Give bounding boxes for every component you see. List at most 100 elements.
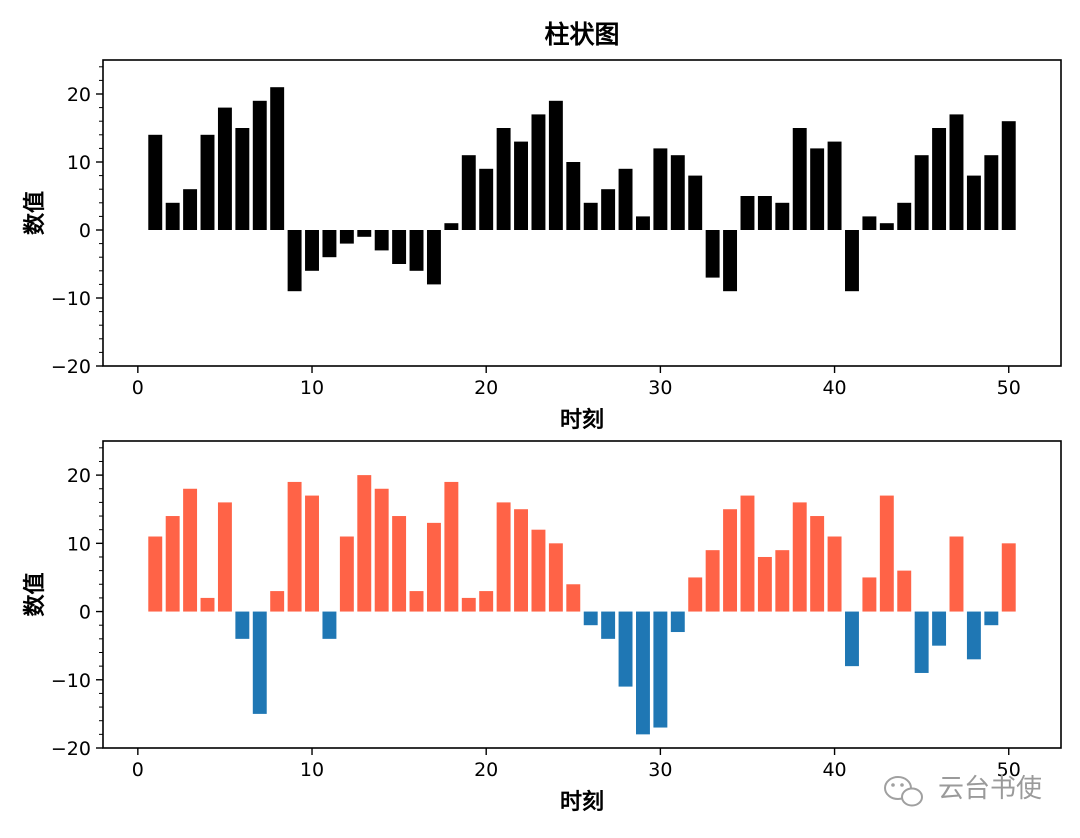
- bar: [270, 591, 285, 612]
- bar: [740, 495, 755, 612]
- bar: [392, 516, 407, 612]
- bar: [339, 230, 354, 244]
- bar: [932, 128, 947, 230]
- bar: [775, 202, 790, 230]
- bar: [148, 536, 163, 612]
- chart-panel-1: 柱状图 0 10 20 30 40 50 −20 −10 0 10 20 时刻 数值: [22, 20, 1062, 433]
- bar: [357, 230, 372, 237]
- wechat-icon-bubble-small: [901, 787, 923, 807]
- bar: [409, 230, 424, 271]
- watermark: 云台书使: [884, 774, 1042, 807]
- bar: [305, 495, 319, 612]
- bar: [305, 230, 319, 271]
- bar: [479, 591, 494, 612]
- x-tick-label: 10: [300, 377, 324, 399]
- x-tick-label: 40: [822, 759, 846, 781]
- bar: [618, 611, 633, 687]
- bar: [1001, 543, 1016, 612]
- y-tick-label: −20: [51, 738, 91, 760]
- x-axis-label: 时刻: [560, 407, 604, 433]
- bar: [583, 611, 598, 626]
- bar: [322, 611, 337, 639]
- bar: [148, 134, 163, 230]
- bar: [792, 128, 807, 230]
- bar: [217, 107, 232, 230]
- bar: [670, 155, 685, 230]
- y-axis-label: 数值: [22, 191, 48, 235]
- bar: [183, 189, 198, 230]
- bar: [757, 556, 772, 612]
- bar: [845, 230, 859, 292]
- y-tick-label: 20: [67, 465, 91, 487]
- bar: [984, 611, 999, 626]
- bar: [879, 223, 894, 230]
- bar: [165, 516, 180, 612]
- bar: [636, 216, 650, 230]
- bar: [531, 114, 546, 230]
- bar: [827, 536, 842, 612]
- bar: [479, 168, 494, 230]
- bar: [949, 114, 964, 230]
- bar: [270, 87, 285, 230]
- bar: [252, 611, 267, 714]
- bar: [636, 611, 650, 735]
- bar: [392, 230, 407, 264]
- bar: [566, 162, 581, 230]
- bar: [496, 502, 511, 612]
- bar: [566, 584, 581, 612]
- wechat-icon-eye: [900, 783, 904, 787]
- bar: [827, 141, 842, 230]
- bar: [653, 611, 668, 728]
- y-tick-label: 0: [79, 602, 91, 624]
- bar: [897, 202, 912, 230]
- bar: [374, 230, 389, 251]
- bar: [966, 175, 981, 230]
- bar: [914, 155, 929, 230]
- bar: [966, 611, 981, 660]
- bar: [949, 536, 964, 612]
- bar: [601, 189, 616, 230]
- axes-frame: [102, 59, 1062, 367]
- bar: [845, 611, 859, 667]
- bar: [792, 502, 807, 612]
- bar-series: [148, 87, 1016, 292]
- bar: [287, 230, 302, 292]
- y-axis-label: 数值: [22, 572, 48, 616]
- bar: [548, 543, 563, 612]
- bar: [583, 202, 598, 230]
- bar: [670, 611, 685, 633]
- bar: [862, 216, 877, 230]
- chart-panel-2: 0 10 20 30 40 50 −20 −10 0 10 20 时刻 数值: [22, 440, 1062, 815]
- wechat-icon-eye: [891, 783, 895, 787]
- bar: [409, 591, 424, 612]
- bar: [810, 516, 825, 612]
- x-tick-label: 30: [648, 377, 672, 399]
- bar: [914, 611, 929, 673]
- x-axis-label: 时刻: [560, 789, 604, 815]
- bar: [897, 570, 912, 612]
- x-tick-label: 0: [132, 377, 144, 399]
- bar: [984, 155, 999, 230]
- y-tick-label: −20: [51, 356, 91, 378]
- bar: [757, 196, 772, 230]
- bar: [339, 536, 354, 612]
- bar: [723, 230, 738, 292]
- bar: [183, 488, 198, 612]
- bar: [1001, 121, 1016, 230]
- bar: [252, 100, 267, 230]
- bar: [601, 611, 616, 639]
- y-tick-label: 10: [67, 152, 91, 174]
- x-tick-label: 50: [997, 759, 1021, 781]
- y-tick-label: 10: [67, 533, 91, 555]
- x-tick-label: 20: [474, 759, 498, 781]
- bar: [740, 196, 755, 230]
- x-tick-label: 30: [648, 759, 672, 781]
- axes-frame: [102, 440, 1062, 749]
- x-tick-label: 40: [822, 377, 846, 399]
- x-tick-label: 10: [300, 759, 324, 781]
- bar: [461, 597, 476, 612]
- bar: [705, 550, 720, 612]
- y-tick-label: −10: [51, 670, 91, 692]
